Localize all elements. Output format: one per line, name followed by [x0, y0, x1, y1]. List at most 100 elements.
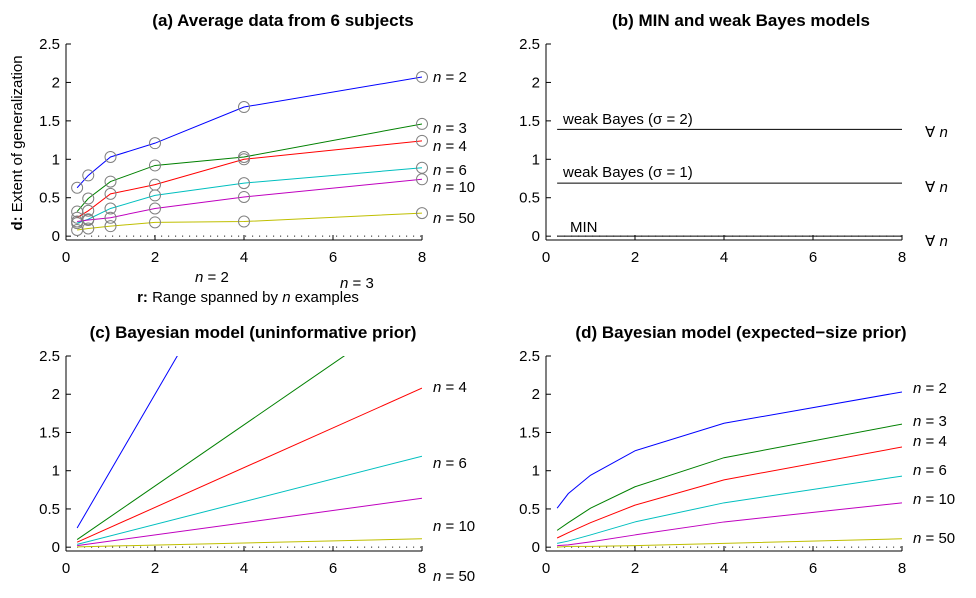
x-tick-label: 2	[631, 560, 639, 577]
series-label: n = 2	[913, 380, 947, 397]
y-tick-label: 2	[52, 386, 60, 403]
x-tick-label: 8	[418, 560, 426, 577]
x-tick-label: 6	[809, 560, 817, 577]
x-tick-label: 2	[151, 560, 159, 577]
data-point-marker	[416, 117, 428, 130]
x-tick-label: 6	[329, 249, 337, 266]
y-tick-label: 0	[52, 539, 60, 556]
panel-c-title: (c) Bayesian model (uninformative prior)	[90, 323, 417, 342]
x-tick-label: 4	[240, 249, 248, 266]
series-label: MIN	[570, 219, 598, 236]
series-line-d-3	[557, 475, 902, 544]
series-label: n = 6	[433, 455, 467, 472]
data-point-marker	[104, 175, 117, 188]
forall-label: ∀ n	[925, 179, 948, 196]
data-point-marker	[149, 137, 161, 150]
data-point-marker	[82, 192, 95, 205]
panel-a-title: (a) Average data from 6 subjects	[152, 11, 413, 30]
data-point-marker	[416, 71, 428, 84]
data-point-marker	[104, 150, 117, 163]
series-label: n = 10	[913, 491, 955, 508]
x-tick-label: 0	[542, 560, 550, 577]
data-point-marker	[82, 204, 95, 217]
series-line-d-2	[556, 446, 902, 539]
y-tick-label: 1	[532, 151, 540, 168]
forall-label: ∀ n	[925, 124, 948, 141]
data-point-marker	[149, 159, 161, 172]
y-tick-label: 2	[52, 74, 60, 91]
data-point-marker	[416, 134, 428, 147]
y-tick-label: 1	[532, 463, 540, 480]
series-label: n = 4	[913, 433, 947, 450]
series-line-c-2	[76, 387, 422, 543]
series-label: n = 3	[340, 275, 374, 292]
data-point-marker	[82, 222, 95, 235]
y-tick-label: 0.5	[519, 190, 540, 207]
data-point-marker	[149, 202, 161, 215]
data-point-marker	[149, 189, 161, 202]
data-point-marker	[104, 211, 117, 224]
y-tick-label: 2.5	[519, 36, 540, 53]
data-point-marker	[416, 161, 428, 174]
data-point-marker	[149, 216, 161, 229]
x-tick-label: 8	[898, 560, 906, 577]
series-line-d-5	[557, 538, 902, 548]
data-point-marker	[238, 101, 250, 114]
series-label: n = 10	[433, 518, 475, 535]
data-point-marker	[416, 207, 428, 220]
series-label: n = 10	[433, 179, 475, 196]
series-label: n = 3	[433, 120, 467, 137]
series-line-a-0	[76, 76, 422, 189]
panel-d: (d) Bayesian model (expected−size prior)…	[519, 323, 955, 577]
series-line-c-4	[77, 497, 422, 547]
series-line-d-1	[556, 423, 902, 531]
y-tick-label: 1.5	[39, 113, 60, 130]
y-tick-label: 0.5	[39, 501, 60, 518]
y-tick-label: 1.5	[519, 424, 540, 441]
data-point-marker	[238, 153, 250, 166]
series-line-c-3	[77, 455, 422, 545]
data-point-marker	[104, 202, 117, 215]
y-tick-label: 2.5	[39, 36, 60, 53]
series-line-c-0	[76, 356, 178, 529]
data-point-marker	[238, 190, 250, 203]
x-tick-label: 0	[542, 249, 550, 266]
series-label: n = 2	[195, 269, 229, 286]
data-point-marker	[238, 177, 250, 190]
y-tick-label: 1	[52, 463, 60, 480]
x-tick-label: 6	[809, 249, 817, 266]
series-line-c-1	[76, 356, 346, 540]
y-tick-label: 1	[52, 151, 60, 168]
series-line-a-5	[77, 212, 422, 231]
x-tick-label: 8	[898, 249, 906, 266]
x-tick-label: 2	[631, 249, 639, 266]
y-tick-label: 0.5	[519, 501, 540, 518]
series-label: n = 50	[913, 530, 955, 547]
panel-a: (a) Average data from 6 subjects 0 2 4 6 8 0 0.…	[39, 11, 475, 266]
data-point-marker	[82, 169, 95, 182]
series-line-a-4	[77, 178, 422, 223]
x-tick-label: 8	[418, 249, 426, 266]
series-label: n = 4	[433, 379, 467, 396]
panel-d-title: (d) Bayesian model (expected−size prior)	[575, 323, 906, 342]
series-label: n = 50	[433, 210, 475, 227]
y-tick-label: 0	[52, 228, 60, 245]
y-tick-label: 0	[532, 539, 540, 556]
data-point-marker	[238, 215, 250, 228]
series-label: weak Bayes (σ = 1)	[562, 164, 693, 181]
x-tick-label: 4	[720, 249, 728, 266]
series-label: weak Bayes (σ = 2)	[562, 111, 693, 128]
data-point-marker	[82, 214, 95, 227]
series-label: n = 6	[433, 162, 467, 179]
series-line-d-4	[557, 502, 902, 547]
x-tick-label: 4	[240, 560, 248, 577]
y-tick-label: 2.5	[39, 348, 60, 365]
x-tick-label: 4	[720, 560, 728, 577]
panel-b-title: (b) MIN and weak Bayes models	[612, 11, 870, 30]
forall-label: ∀ n	[925, 233, 948, 250]
series-line-d-0	[556, 391, 902, 509]
x-tick-label: 0	[62, 560, 70, 577]
x-axis-label: r: Range spanned by n examples	[137, 289, 359, 306]
y-tick-label: 0.5	[39, 190, 60, 207]
